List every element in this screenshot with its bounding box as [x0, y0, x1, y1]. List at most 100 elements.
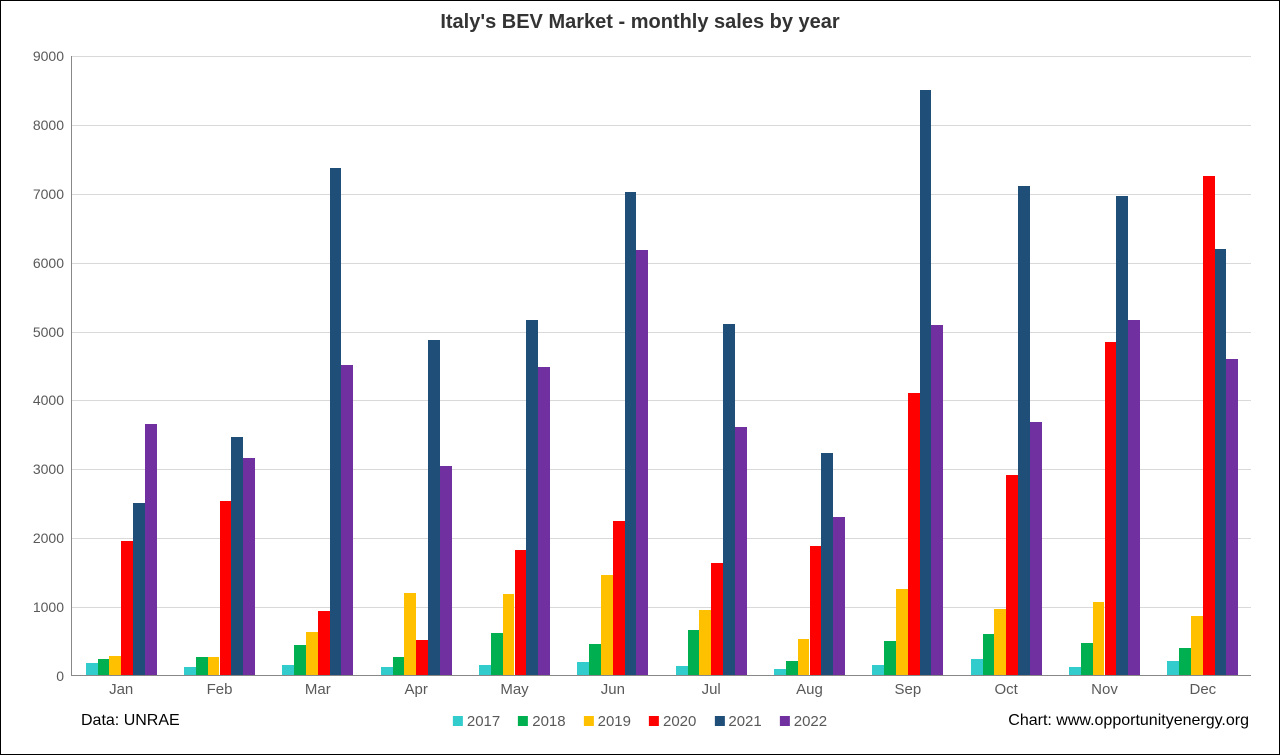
legend-item: 2017 — [453, 713, 500, 730]
gridline — [72, 194, 1251, 195]
legend-label: 2019 — [598, 713, 631, 730]
ytick-label: 1000 — [33, 599, 64, 615]
xtick-label: Sep — [894, 681, 921, 698]
bar — [1081, 643, 1093, 675]
ytick-label: 2000 — [33, 530, 64, 546]
ytick-label: 6000 — [33, 255, 64, 271]
bar — [688, 630, 700, 675]
bar — [404, 593, 416, 675]
bar — [625, 192, 637, 675]
xtick-label: May — [500, 681, 528, 698]
gridline — [72, 263, 1251, 264]
legend-item: 2021 — [714, 713, 761, 730]
bar — [908, 393, 920, 675]
xtick-label: Feb — [207, 681, 233, 698]
bar — [884, 641, 896, 675]
legend: 2017 2018 2019 2020 2021 2022 — [453, 713, 827, 730]
xtick-label: Jul — [702, 681, 721, 698]
ytick-label: 4000 — [33, 392, 64, 408]
bar — [491, 633, 503, 675]
xtick-label: Dec — [1189, 681, 1216, 698]
bar — [341, 365, 353, 675]
ytick-label: 8000 — [33, 117, 64, 133]
xtick-label: Mar — [305, 681, 331, 698]
bar — [479, 665, 491, 675]
bar — [196, 657, 208, 675]
ytick-label: 0 — [56, 668, 64, 684]
legend-swatch — [649, 716, 659, 726]
xtick-label: Aug — [796, 681, 823, 698]
bar — [994, 609, 1006, 675]
bar — [208, 657, 220, 675]
bar — [676, 666, 688, 675]
bar — [613, 521, 625, 675]
gridline — [72, 400, 1251, 401]
bar — [86, 663, 98, 675]
bar — [983, 634, 995, 675]
bar — [833, 517, 845, 675]
legend-swatch — [584, 716, 594, 726]
legend-label: 2018 — [532, 713, 565, 730]
bar — [145, 424, 157, 675]
bar — [231, 437, 243, 675]
bar — [133, 503, 145, 675]
bar — [1116, 196, 1128, 675]
bar — [330, 168, 342, 675]
bar — [786, 661, 798, 675]
bar — [503, 594, 515, 675]
bar — [1203, 176, 1215, 675]
bar — [1179, 648, 1191, 675]
bar — [872, 665, 884, 675]
bar — [515, 550, 527, 675]
legend-item: 2019 — [584, 713, 631, 730]
bar — [1191, 616, 1203, 675]
chart-credit-label: Chart: www.opportunityenergy.org — [1008, 712, 1249, 730]
bar — [711, 563, 723, 675]
bar — [306, 632, 318, 675]
ytick-label: 3000 — [33, 461, 64, 477]
legend-item: 2022 — [780, 713, 827, 730]
bar — [920, 90, 932, 675]
bar — [601, 575, 613, 675]
bar — [1215, 249, 1227, 675]
bar — [1105, 342, 1117, 675]
bar — [798, 639, 810, 676]
bar — [98, 659, 110, 675]
bar — [318, 611, 330, 675]
legend-swatch — [780, 716, 790, 726]
legend-label: 2020 — [663, 713, 696, 730]
ytick-label: 5000 — [33, 324, 64, 340]
bar — [1006, 475, 1018, 675]
bar — [971, 659, 983, 675]
legend-swatch — [453, 716, 463, 726]
legend-label: 2022 — [794, 713, 827, 730]
data-source-label: Data: UNRAE — [81, 712, 180, 730]
bar — [589, 644, 601, 675]
chart-title: Italy's BEV Market - monthly sales by ye… — [1, 1, 1279, 34]
bar — [1093, 602, 1105, 675]
bar — [1226, 359, 1238, 675]
xtick-label: Oct — [994, 681, 1017, 698]
bar — [896, 589, 908, 675]
gridline — [72, 332, 1251, 333]
gridline — [72, 56, 1251, 57]
bar — [774, 669, 786, 675]
bar — [121, 541, 133, 675]
bar — [1167, 661, 1179, 675]
legend-swatch — [518, 716, 528, 726]
bar — [636, 250, 648, 675]
xtick-label: Jan — [109, 681, 133, 698]
bar — [723, 324, 735, 675]
bar — [109, 656, 121, 675]
bar — [931, 325, 943, 675]
bar — [526, 320, 538, 675]
ytick-label: 9000 — [33, 48, 64, 64]
bar — [220, 501, 232, 675]
bar — [184, 667, 196, 675]
bar — [1018, 186, 1030, 675]
ytick-label: 7000 — [33, 186, 64, 202]
bar — [577, 662, 589, 675]
bar — [1030, 422, 1042, 676]
legend-label: 2017 — [467, 713, 500, 730]
bar — [538, 367, 550, 675]
